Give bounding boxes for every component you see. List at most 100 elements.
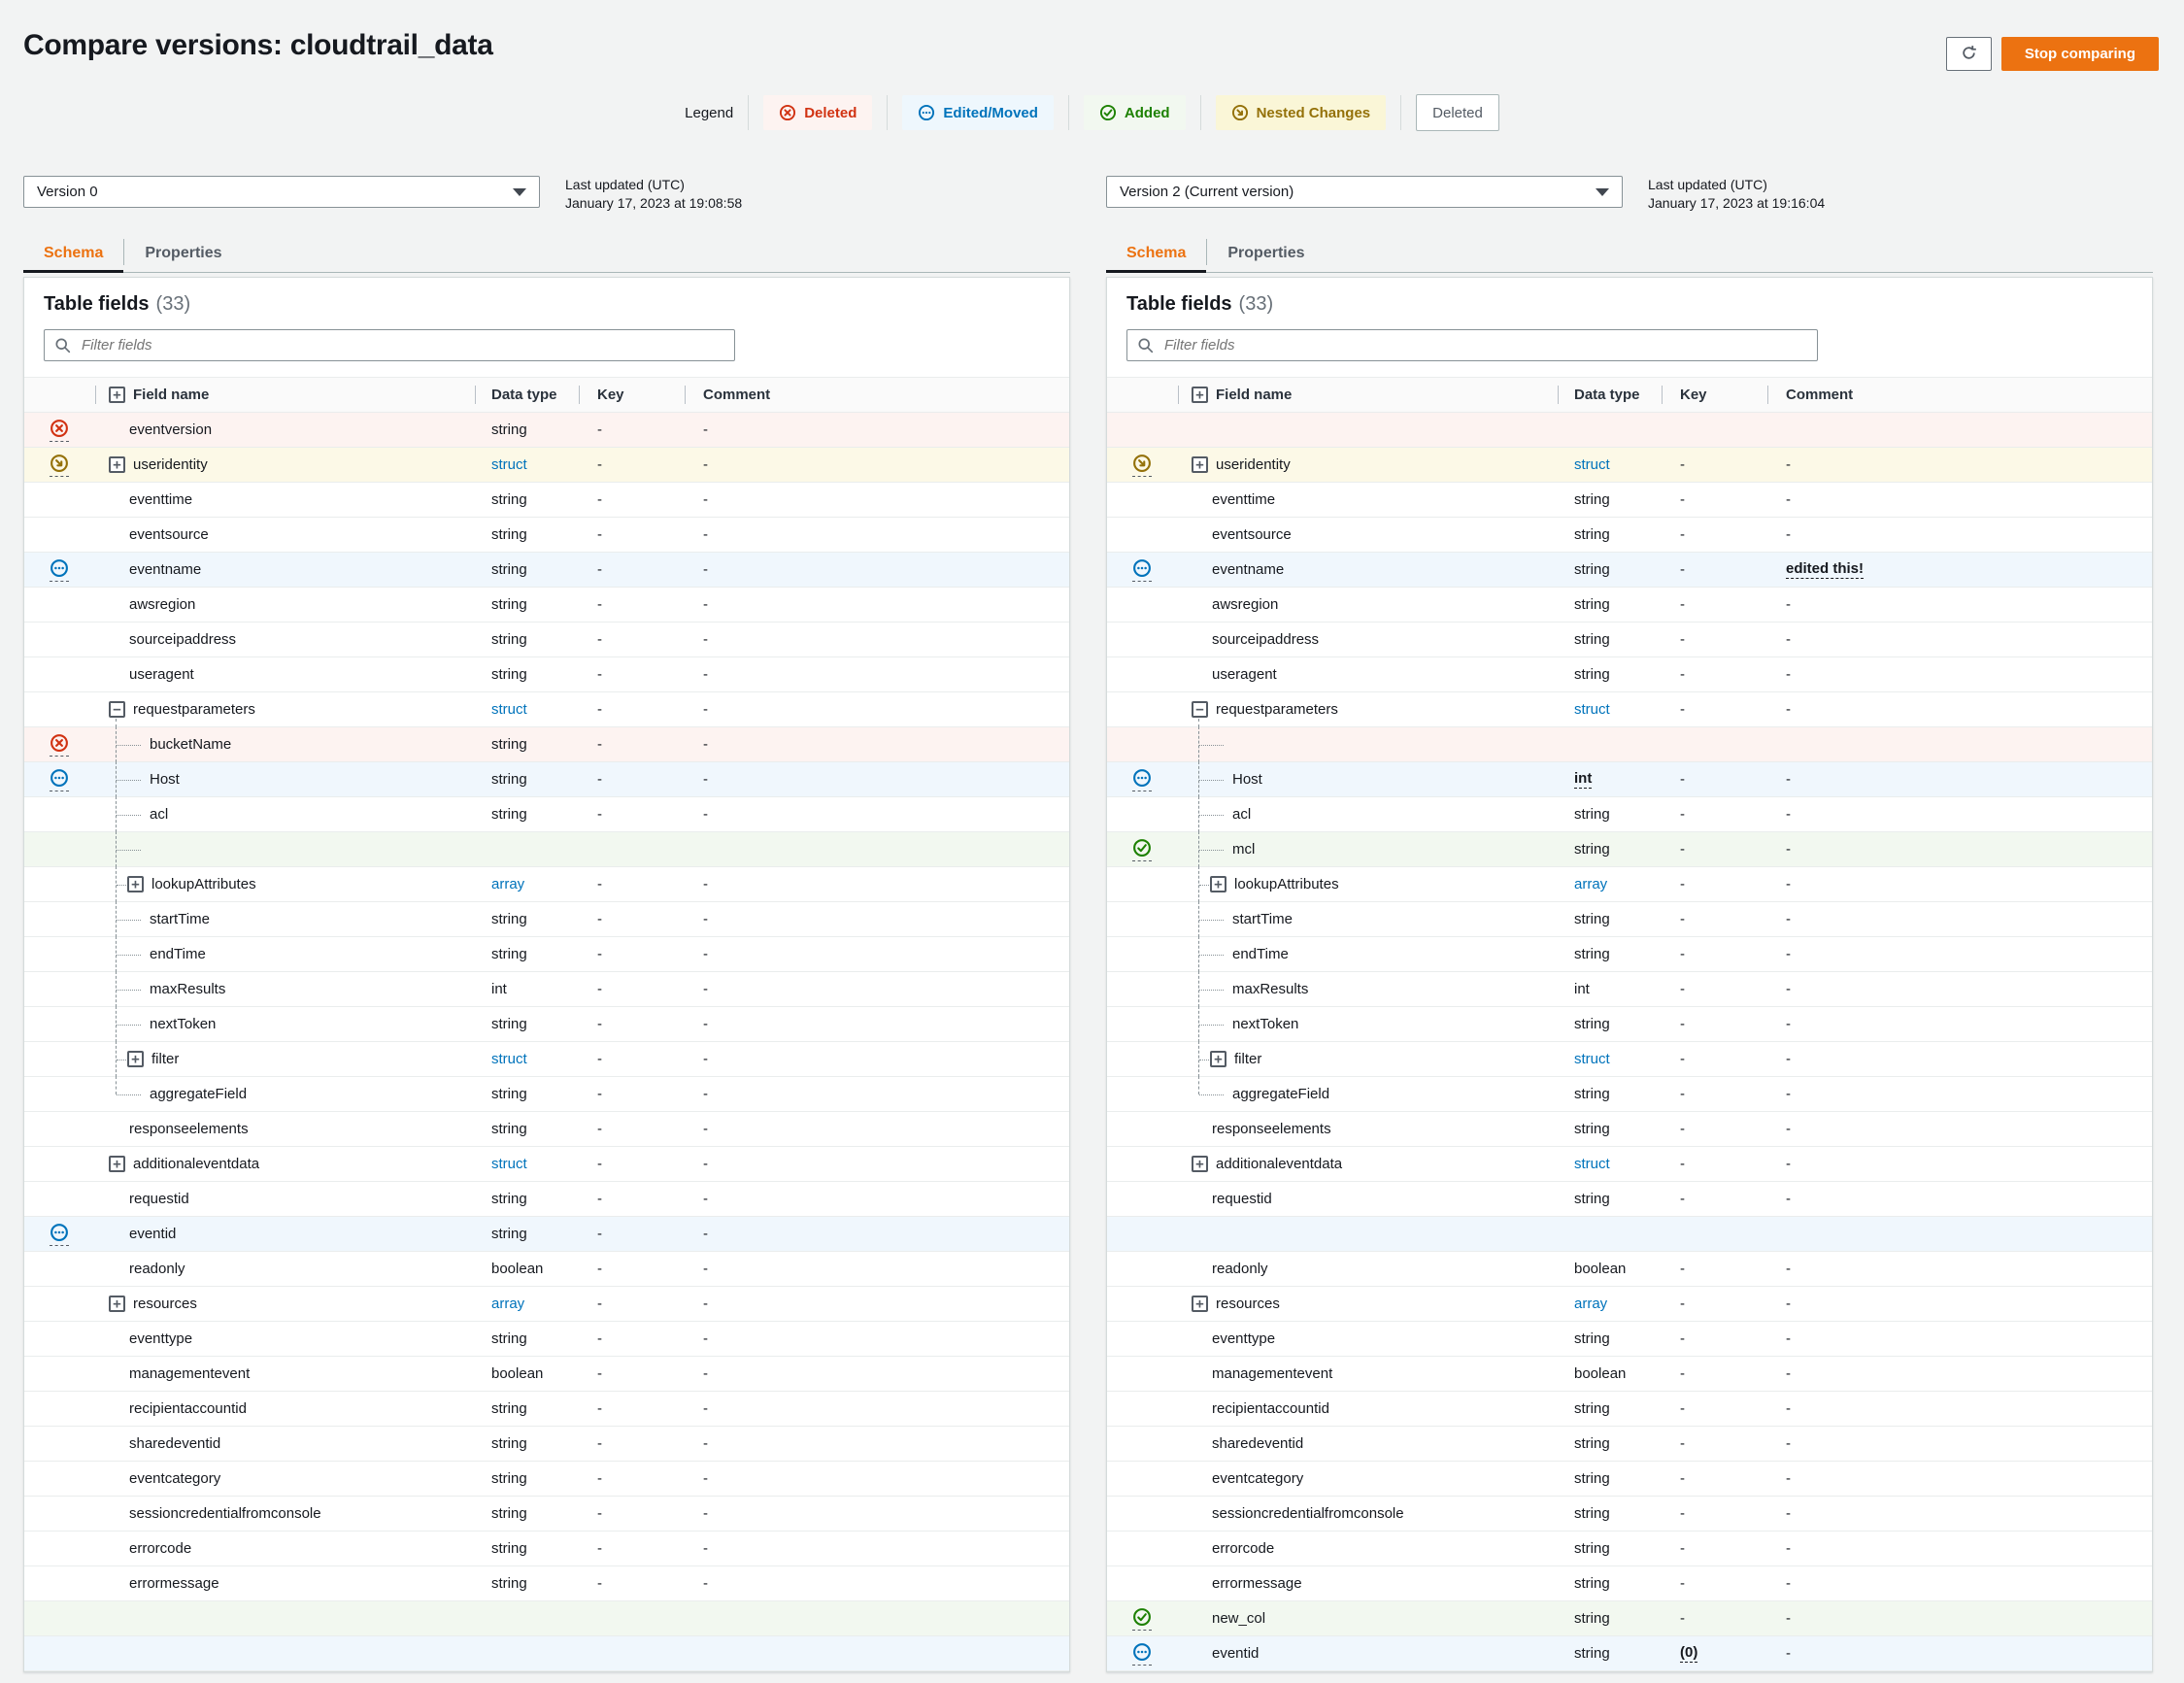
tabs: Schema Properties <box>1106 235 2153 273</box>
field-data-type[interactable]: struct <box>1574 456 1610 473</box>
expand-icon[interactable]: + <box>1210 876 1226 892</box>
ellipsis-circle-icon[interactable] <box>1132 558 1152 582</box>
field-name: eventname <box>129 561 202 578</box>
field-data-type: string <box>1574 1610 1610 1627</box>
field-comment: - <box>703 806 708 823</box>
field-comment: - <box>1786 631 1791 648</box>
field-name: readonly <box>1212 1261 1268 1277</box>
field-data-type[interactable]: array <box>1574 876 1608 892</box>
field-data-type[interactable]: struct <box>491 1051 527 1067</box>
ellipsis-circle-icon[interactable] <box>50 768 69 791</box>
table-row: eventid string (0) - <box>1107 1636 2152 1671</box>
expand-icon[interactable]: + <box>109 456 125 473</box>
tab-divider <box>1206 239 1208 265</box>
arrow-nested-circle-icon[interactable] <box>50 454 69 477</box>
last-updated-label: Last updated (UTC) <box>565 177 685 192</box>
tab-schema[interactable]: Schema <box>23 245 124 273</box>
ellipsis-circle-icon <box>918 104 935 121</box>
legend-badge-label: Deleted <box>1432 104 1483 121</box>
table-row-placeholder <box>24 1636 1069 1671</box>
field-comment: - <box>1786 1400 1791 1417</box>
field-data-type[interactable]: struct <box>1574 701 1610 718</box>
table-row: + lookupAttributes array - - <box>1107 866 2152 902</box>
expand-icon[interactable]: + <box>109 1296 125 1312</box>
table-row: eventname string - - <box>24 553 1069 588</box>
ellipsis-circle-icon[interactable] <box>50 558 69 582</box>
field-key: - <box>597 1330 602 1347</box>
x-circle-icon[interactable] <box>50 419 69 442</box>
field-data-type: string <box>491 1330 527 1347</box>
field-name: endTime <box>1232 946 1289 962</box>
field-data-type: string <box>491 421 527 438</box>
field-comment: - <box>1786 876 1791 892</box>
x-circle-icon[interactable] <box>50 733 69 757</box>
refresh-button[interactable] <box>1945 37 1992 71</box>
field-data-type[interactable]: array <box>1574 1296 1608 1312</box>
filter-fields-input[interactable] <box>44 329 735 361</box>
collapse-icon[interactable]: − <box>1192 701 1208 718</box>
collapse-icon[interactable]: − <box>109 701 125 718</box>
table-row: endTime string - - <box>24 936 1069 972</box>
tree-guide-line <box>1198 1006 1199 1042</box>
field-data-type[interactable]: array <box>491 1296 525 1312</box>
table-row: Host string - - <box>24 761 1069 797</box>
field-key: - <box>1680 631 1685 648</box>
expand-icon[interactable]: + <box>1192 1156 1208 1172</box>
page-header: Compare versions: cloudtrail_data Stop c… <box>0 0 2184 71</box>
ellipsis-circle-icon[interactable] <box>1132 1642 1152 1666</box>
table-row: + useridentity struct - - <box>1107 448 2152 483</box>
legend-badge-edited-moved: Edited/Moved <box>902 95 1054 130</box>
tree-connector-line <box>1199 744 1224 746</box>
table-row: nextToken string - - <box>1107 1006 2152 1042</box>
tab-properties[interactable]: Properties <box>145 245 222 261</box>
expand-icon[interactable]: + <box>1210 1051 1226 1067</box>
ellipsis-circle-icon[interactable] <box>1132 768 1152 791</box>
field-name: readonly <box>129 1261 185 1277</box>
field-data-type[interactable]: struct <box>1574 1156 1610 1172</box>
legend-badge-label: Added <box>1124 104 1170 121</box>
stop-comparing-button[interactable]: Stop comparing <box>2000 37 2159 71</box>
version-select[interactable]: Version 2 (Current version) <box>1106 176 1623 208</box>
version-panels: Version 0 Last updated (UTC) January 17,… <box>0 176 2184 1672</box>
expand-icon[interactable]: + <box>109 1156 125 1172</box>
field-comment: - <box>1786 806 1791 823</box>
field-key: - <box>1680 1400 1685 1417</box>
table-row: recipientaccountid string - - <box>24 1392 1069 1427</box>
field-name: eventcategory <box>129 1470 221 1487</box>
expand-icon[interactable]: + <box>127 1051 144 1067</box>
field-name-column-header: + Field name <box>95 378 475 412</box>
tab-schema[interactable]: Schema <box>1106 245 1207 273</box>
table-row: eventtype string - - <box>24 1322 1069 1357</box>
tab-properties[interactable]: Properties <box>1227 245 1305 261</box>
field-data-type[interactable]: struct <box>491 1156 527 1172</box>
version-select[interactable]: Version 0 <box>23 176 540 208</box>
field-name: useragent <box>129 666 194 683</box>
check-circle-icon[interactable] <box>1132 838 1152 861</box>
ellipsis-circle-icon[interactable] <box>50 1223 69 1246</box>
expand-all-icon[interactable]: + <box>109 387 125 403</box>
field-data-type[interactable]: struct <box>1574 1051 1610 1067</box>
field-key: - <box>597 456 602 473</box>
field-comment: - <box>703 981 708 997</box>
field-comment: - <box>1786 1540 1791 1557</box>
field-data-type[interactable]: array <box>491 876 525 892</box>
field-data-type: string <box>491 1400 527 1417</box>
table-row: errormessage string - - <box>1107 1566 2152 1601</box>
expand-all-icon[interactable]: + <box>1192 387 1208 403</box>
expand-icon[interactable]: + <box>1192 456 1208 473</box>
field-data-type: string <box>491 1505 527 1522</box>
field-data-type[interactable]: struct <box>491 456 527 473</box>
last-updated: Last updated (UTC) January 17, 2023 at 1… <box>565 176 742 213</box>
field-data-type[interactable]: struct <box>491 701 527 718</box>
arrow-nested-circle-icon[interactable] <box>1132 454 1152 477</box>
field-data-type: string <box>1574 1540 1610 1557</box>
check-circle-icon[interactable] <box>1132 1607 1152 1631</box>
field-comment: - <box>1786 1156 1791 1172</box>
field-key: - <box>597 1296 602 1312</box>
column-header-comment: Comment <box>703 387 771 403</box>
expand-icon[interactable]: + <box>127 876 144 892</box>
field-name: eventtime <box>1212 491 1276 508</box>
field-name: nextToken <box>1232 1016 1299 1032</box>
filter-fields-input[interactable] <box>1126 329 1818 361</box>
expand-icon[interactable]: + <box>1192 1296 1208 1312</box>
